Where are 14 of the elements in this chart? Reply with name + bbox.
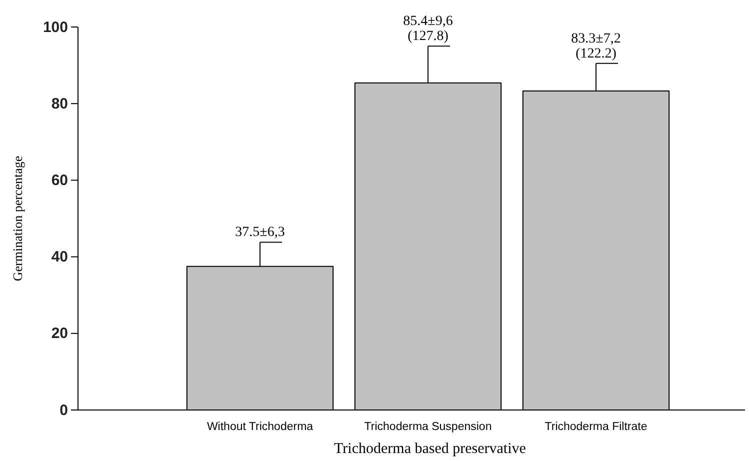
x-tick-label: Without Trichoderma xyxy=(206,421,314,434)
y-tick-label: 60 xyxy=(51,172,68,189)
y-tick-label: 100 xyxy=(42,18,68,36)
y-tick-label: 80 xyxy=(51,95,68,112)
data-label: 37.5±6,3 xyxy=(235,225,285,240)
y-tick-label: 0 xyxy=(60,402,68,419)
x-tick-label: Trichoderma Suspension xyxy=(364,421,492,434)
x-tick-label: Trichoderma Filtrate xyxy=(544,421,648,434)
x-axis-title: Trichoderma based preservative xyxy=(334,441,526,457)
y-tick-label: 40 xyxy=(51,248,68,266)
y-tick-label: 20 xyxy=(51,325,68,342)
y-axis-title: Germination percentage xyxy=(10,156,25,282)
data-label: 83.3±7,2 (122.2) xyxy=(571,31,621,62)
data-label: 85.4±9,6 (127.8) xyxy=(403,14,453,44)
